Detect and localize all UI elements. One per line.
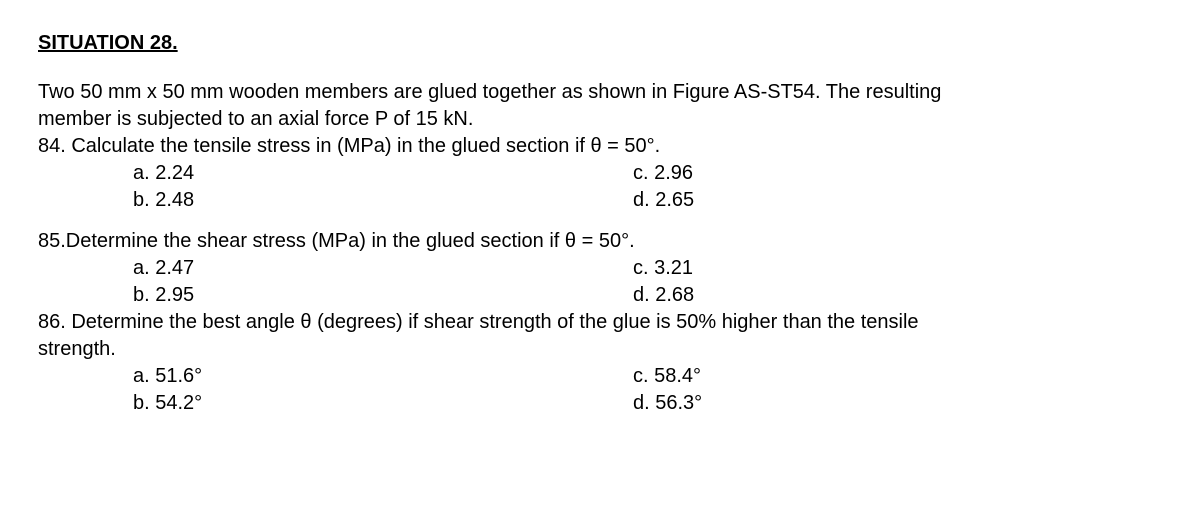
option-84-b: b. 2.48 [133, 187, 633, 214]
question-86: 86. Determine the best angle θ (degrees)… [38, 309, 1162, 417]
option-84-d: d. 2.65 [633, 187, 833, 214]
question-84-options-row-2: b. 2.48 d. 2.65 [38, 187, 1162, 214]
question-85-options-row-2: b. 2.95 d. 2.68 [38, 282, 1162, 309]
option-84-a: a. 2.24 [133, 160, 633, 187]
option-86-c: c. 58.4° [633, 363, 833, 390]
option-86-a: a. 51.6° [133, 363, 633, 390]
option-85-b: b. 2.95 [133, 282, 633, 309]
question-86-text-line2: strength. [38, 336, 1162, 363]
option-85-d: d. 2.68 [633, 282, 833, 309]
question-84-options-row-1: a. 2.24 c. 2.96 [38, 160, 1162, 187]
option-86-b: b. 54.2° [133, 390, 633, 417]
question-85: 85.Determine the shear stress (MPa) in t… [38, 228, 1162, 309]
question-85-options-row-1: a. 2.47 c. 3.21 [38, 255, 1162, 282]
question-84-text: 84. Calculate the tensile stress in (MPa… [38, 133, 1162, 160]
intro-line-1: Two 50 mm x 50 mm wooden members are glu… [38, 79, 1162, 106]
option-85-a: a. 2.47 [133, 255, 633, 282]
situation-title: SITUATION 28. [38, 30, 1162, 57]
problem-intro: Two 50 mm x 50 mm wooden members are glu… [38, 79, 1162, 133]
question-86-text-line1: 86. Determine the best angle θ (degrees)… [38, 309, 1162, 336]
question-84: 84. Calculate the tensile stress in (MPa… [38, 133, 1162, 214]
option-85-c: c. 3.21 [633, 255, 833, 282]
question-85-text: 85.Determine the shear stress (MPa) in t… [38, 228, 1162, 255]
option-84-c: c. 2.96 [633, 160, 833, 187]
question-86-options-row-2: b. 54.2° d. 56.3° [38, 390, 1162, 417]
question-86-options-row-1: a. 51.6° c. 58.4° [38, 363, 1162, 390]
intro-line-2: member is subjected to an axial force P … [38, 106, 1162, 133]
option-86-d: d. 56.3° [633, 390, 833, 417]
